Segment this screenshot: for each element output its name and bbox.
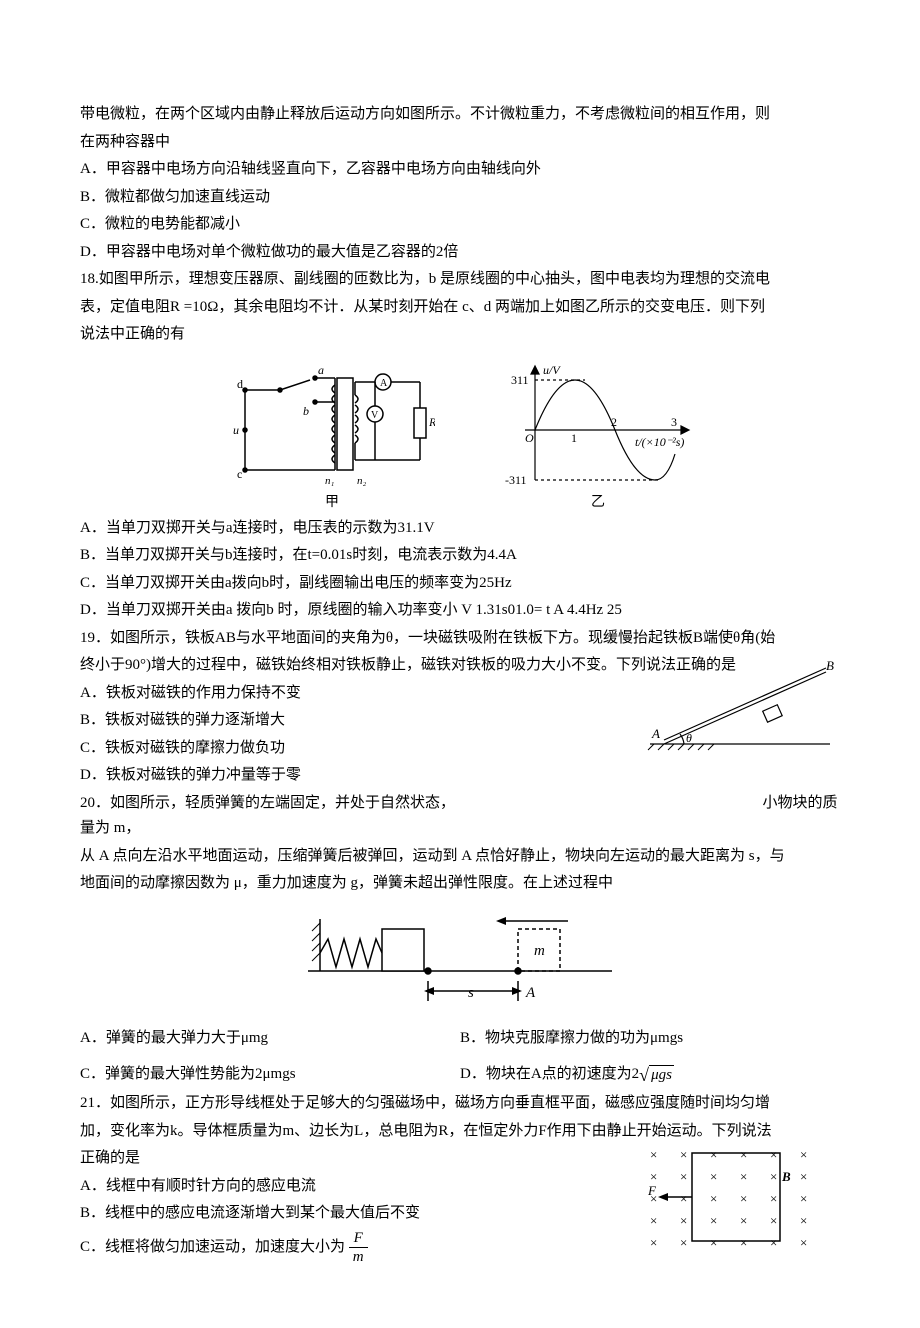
svg-text:O: O	[525, 431, 534, 445]
q18-line3: 说法中正确的有	[80, 322, 840, 348]
svg-text:b: b	[303, 404, 309, 418]
svg-text:×: ×	[650, 1147, 657, 1162]
svg-text:×: ×	[740, 1235, 747, 1250]
q19-opt-d: D．铁板对磁铁的弹力冲量等于零	[80, 763, 840, 789]
svg-text:×: ×	[650, 1213, 657, 1228]
q20-opt-c: C．弹簧的最大弹性势能为2μmgs	[80, 1062, 460, 1088]
svg-text:×: ×	[650, 1169, 657, 1184]
svg-text:-311: -311	[505, 473, 527, 487]
svg-text:×: ×	[680, 1235, 687, 1250]
svg-text:×: ×	[770, 1213, 777, 1228]
q18-circuit-svg: d c u a b A V R n₁ n₂ 甲	[225, 360, 435, 510]
q20-figure: m s A	[80, 909, 840, 1019]
q20-line3: 地面间的动摩擦因数为 μ，重力加速度为 g，弹簧未超出弹性限度。在上述过程中	[80, 871, 840, 897]
q18-line2: 表，定值电阻R =10Ω，其余电阻均不计．从某时刻开始在 c、d 两端加上如图乙…	[80, 295, 840, 321]
svg-text:×: ×	[800, 1169, 807, 1184]
svg-text:B: B	[826, 658, 834, 673]
q19-figure: A B θ	[640, 654, 840, 764]
svg-text:×: ×	[680, 1169, 687, 1184]
svg-text:d: d	[237, 377, 243, 391]
svg-text:n₂: n₂	[357, 475, 367, 487]
q20-head-left: 20．如图所示，轻质弹簧的左端固定，并处于自然状态，	[80, 795, 455, 811]
q19-line1: 19．如图所示，铁板AB与水平地面间的夹角为θ，一块磁铁吸附在铁板下方。现缓慢抬…	[80, 626, 840, 652]
q17-line1: 带电微粒，在两个区域内由静止释放后运动方向如图所示。不计微粒重力，不考虑微粒间的…	[80, 102, 840, 128]
q20-line2: 从 A 点向左沿水平地面运动，压缩弹簧后被弹回，运动到 A 点恰好静止，物块向左…	[80, 844, 840, 870]
svg-text:×: ×	[800, 1147, 807, 1162]
q17-opt-d: D．甲容器中电场对单个微粒做功的最大值是乙容器的2倍	[80, 240, 840, 266]
svg-text:×: ×	[680, 1191, 687, 1206]
svg-text:V: V	[371, 410, 379, 421]
svg-text:m: m	[534, 943, 545, 959]
svg-text:×: ×	[710, 1213, 717, 1228]
svg-text:×: ×	[710, 1169, 717, 1184]
q20-line1: 20．如图所示，轻质弹簧的左端固定，并处于自然状态， 小物块的质量为 m，	[80, 791, 840, 842]
svg-text:×: ×	[740, 1147, 747, 1162]
svg-text:×: ×	[710, 1235, 717, 1250]
svg-text:a: a	[318, 363, 324, 377]
svg-text:×: ×	[770, 1147, 777, 1162]
q18-opt-d: D．当单刀双掷开关由a 拨向b 时，原线圈的输入功率变小 V 1.31s01.0…	[80, 598, 840, 624]
q20-opt-a: A．弹簧的最大弹力大于μmg	[80, 1026, 460, 1052]
svg-text:1: 1	[571, 431, 577, 445]
q18-opt-c: C．当单刀双掷开关由a拨向b时，副线圈输出电压的频率变为25Hz	[80, 571, 840, 597]
svg-text:A: A	[380, 378, 388, 389]
svg-text:t/(×10⁻²s): t/(×10⁻²s)	[635, 435, 684, 449]
q18-opt-a: A．当单刀双掷开关与a连接时，电压表的示数为31.1V	[80, 516, 840, 542]
svg-text:F: F	[647, 1183, 657, 1198]
svg-text:3: 3	[671, 415, 677, 429]
svg-text:u/V: u/V	[543, 363, 561, 377]
q17-opt-c: C．微粒的电势能都减小	[80, 212, 840, 238]
svg-text:×: ×	[740, 1191, 747, 1206]
svg-text:311: 311	[511, 373, 529, 387]
svg-text:×: ×	[770, 1235, 777, 1250]
q18-graph-svg: u/V 311 -311 O 1 2 3 t/(×10⁻²s) 乙	[495, 360, 695, 510]
q20-opt-b: B．物块克服摩擦力做的功为μmgs	[460, 1026, 840, 1052]
q18-line1: 18.如图甲所示，理想变压器原、副线圈的匝数比为，b 是原线圈的中心抽头，图中电…	[80, 267, 840, 293]
svg-text:A: A	[651, 726, 660, 741]
q20-opt-d: D．物块在A点的初速度为2√μgs	[460, 1062, 840, 1088]
q18-opt-b: B．当单刀双掷开关与b连接时，在t=0.01s时刻，电流表示数为4.4A	[80, 543, 840, 569]
svg-text:×: ×	[680, 1213, 687, 1228]
svg-text:乙: 乙	[591, 494, 605, 510]
svg-text:R: R	[428, 415, 435, 429]
svg-text:c: c	[237, 467, 242, 481]
q17-line2: 在两种容器中	[80, 130, 840, 156]
q21-figure: ×××××× ×××××× ×××××× ×××××× ×××××× F B	[630, 1141, 840, 1281]
svg-text:甲: 甲	[325, 495, 339, 510]
svg-text:×: ×	[800, 1235, 807, 1250]
svg-text:×: ×	[770, 1191, 777, 1206]
q17-opt-a: A．甲容器中电场方向沿轴线竖直向下，乙容器中电场方向由轴线向外	[80, 157, 840, 183]
svg-text:×: ×	[800, 1191, 807, 1206]
svg-text:×: ×	[710, 1191, 717, 1206]
svg-text:×: ×	[710, 1147, 717, 1162]
svg-text:×: ×	[800, 1213, 807, 1228]
svg-text:B: B	[781, 1169, 791, 1184]
svg-text:A: A	[525, 985, 536, 1001]
svg-text:×: ×	[740, 1213, 747, 1228]
q17-opt-b: B．微粒都做匀加速直线运动	[80, 185, 840, 211]
q18-figure: d c u a b A V R n₁ n₂ 甲	[80, 360, 840, 510]
svg-text:2: 2	[611, 415, 617, 429]
svg-text:θ: θ	[686, 731, 692, 745]
svg-text:u: u	[233, 423, 239, 437]
svg-text:s: s	[468, 985, 474, 1001]
svg-text:×: ×	[650, 1235, 657, 1250]
svg-text:×: ×	[770, 1169, 777, 1184]
svg-text:×: ×	[680, 1147, 687, 1162]
svg-text:×: ×	[740, 1169, 747, 1184]
svg-text:n₁: n₁	[325, 475, 335, 487]
q21-line1: 21．如图所示，正方形导线框处于足够大的匀强磁场中，磁场方向垂直框平面，磁感应强…	[80, 1091, 840, 1117]
